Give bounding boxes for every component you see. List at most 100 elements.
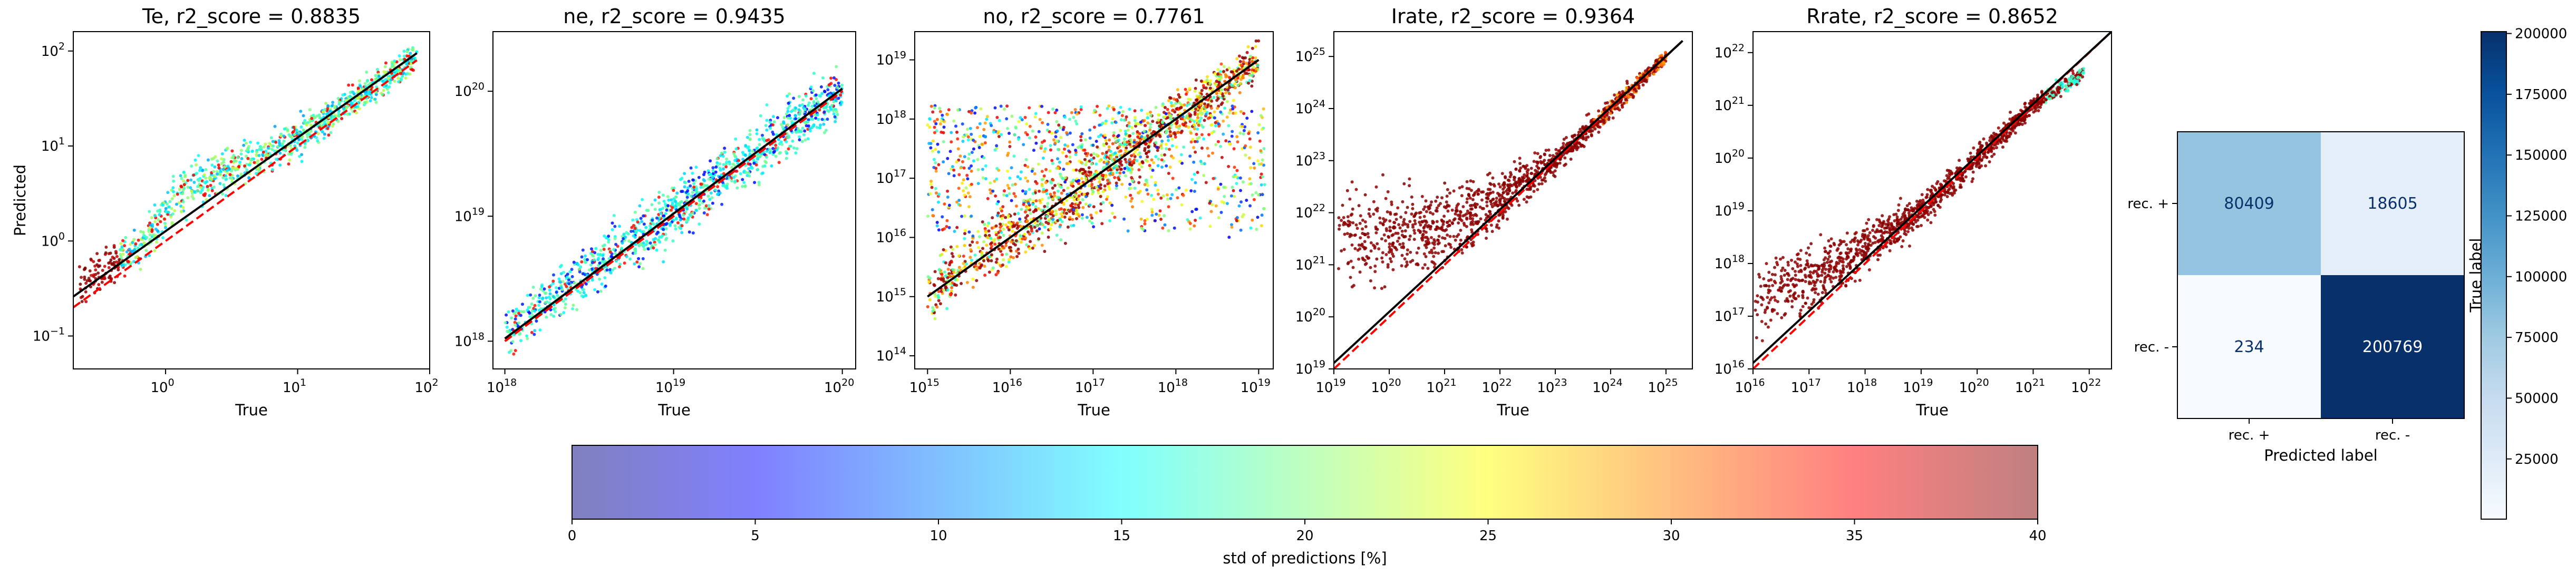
data-point	[1214, 121, 1217, 124]
data-point	[1140, 109, 1144, 112]
data-point	[1028, 198, 1032, 201]
data-point	[1227, 92, 1231, 95]
data-point	[818, 108, 821, 112]
data-point	[1257, 39, 1261, 43]
data-point	[1006, 153, 1009, 157]
x-tick-label: 101	[283, 377, 306, 396]
data-point	[1105, 198, 1109, 201]
x-tick-exponent: 19	[673, 377, 685, 388]
data-point	[181, 192, 185, 196]
data-point	[957, 254, 961, 258]
data-point	[255, 153, 258, 157]
data-point	[732, 152, 736, 155]
y-tick-base: 10	[876, 53, 894, 69]
data-point	[1233, 194, 1236, 198]
data-point	[930, 186, 934, 189]
data-point	[303, 121, 306, 124]
data-point	[1140, 135, 1144, 139]
data-point	[517, 321, 521, 325]
x-tick-label: 1019	[655, 377, 685, 396]
data-point	[1214, 204, 1218, 208]
data-point	[537, 308, 541, 312]
data-point	[982, 128, 986, 131]
data-point	[695, 209, 698, 212]
data-point	[933, 270, 937, 274]
data-point	[948, 261, 952, 265]
data-point	[269, 143, 273, 147]
data-point	[1154, 155, 1158, 159]
data-point	[1219, 70, 1222, 73]
data-point	[1216, 122, 1220, 125]
data-point	[1227, 124, 1231, 128]
data-point	[410, 68, 414, 71]
data-point	[1169, 101, 1173, 104]
data-point	[832, 76, 836, 80]
data-point	[642, 222, 646, 226]
data-point	[1185, 92, 1188, 96]
data-point	[686, 216, 690, 220]
data-point	[1174, 102, 1178, 105]
data-point	[1061, 151, 1064, 154]
data-point	[583, 258, 587, 261]
data-point	[772, 132, 775, 136]
data-point	[171, 186, 175, 190]
data-point	[664, 202, 667, 206]
data-point	[1144, 136, 1147, 140]
data-point	[784, 150, 788, 153]
data-point	[789, 116, 792, 120]
data-point	[1013, 212, 1016, 216]
data-point	[1261, 193, 1264, 197]
data-point	[970, 182, 973, 186]
data-point	[934, 148, 937, 151]
data-point	[1038, 227, 1041, 231]
data-point	[278, 143, 282, 147]
data-point	[238, 160, 242, 164]
data-point	[970, 111, 973, 115]
data-point	[684, 181, 687, 184]
data-point	[1235, 182, 1238, 186]
data-point	[711, 201, 714, 205]
data-point	[508, 350, 511, 354]
data-point	[1054, 212, 1058, 216]
data-point	[938, 254, 942, 257]
data-point	[1516, 199, 1519, 203]
data-point	[1130, 154, 1134, 158]
data-point	[603, 276, 607, 279]
data-point	[797, 95, 801, 98]
data-point	[1220, 155, 1224, 159]
data-point	[155, 240, 158, 244]
data-point	[685, 196, 689, 199]
data-point	[520, 310, 524, 314]
data-point	[529, 293, 532, 297]
data-point	[639, 217, 643, 220]
data-point	[1426, 267, 1430, 270]
data-point	[1117, 139, 1120, 142]
data-point	[399, 72, 402, 75]
data-point	[761, 171, 764, 175]
data-point	[935, 305, 939, 309]
data-point	[544, 291, 548, 295]
data-point	[374, 101, 378, 104]
data-point	[933, 125, 936, 129]
data-point	[833, 84, 837, 87]
data-point	[641, 257, 645, 260]
data-point	[1217, 81, 1221, 84]
data-point	[728, 162, 732, 165]
data-point	[1156, 164, 1160, 168]
data-point	[947, 172, 951, 176]
data-point	[1465, 180, 1469, 183]
data-point	[674, 217, 678, 221]
data-point	[1029, 218, 1033, 221]
data-point	[1129, 199, 1133, 203]
data-point	[137, 238, 140, 242]
data-point	[1219, 211, 1223, 214]
data-point	[583, 260, 587, 264]
data-point	[817, 94, 821, 98]
data-point	[664, 212, 667, 216]
data-point	[254, 172, 258, 175]
data-point	[517, 311, 520, 315]
data-point	[682, 213, 685, 217]
data-point	[1189, 131, 1193, 135]
data-point	[802, 133, 806, 137]
data-point	[1146, 192, 1150, 196]
